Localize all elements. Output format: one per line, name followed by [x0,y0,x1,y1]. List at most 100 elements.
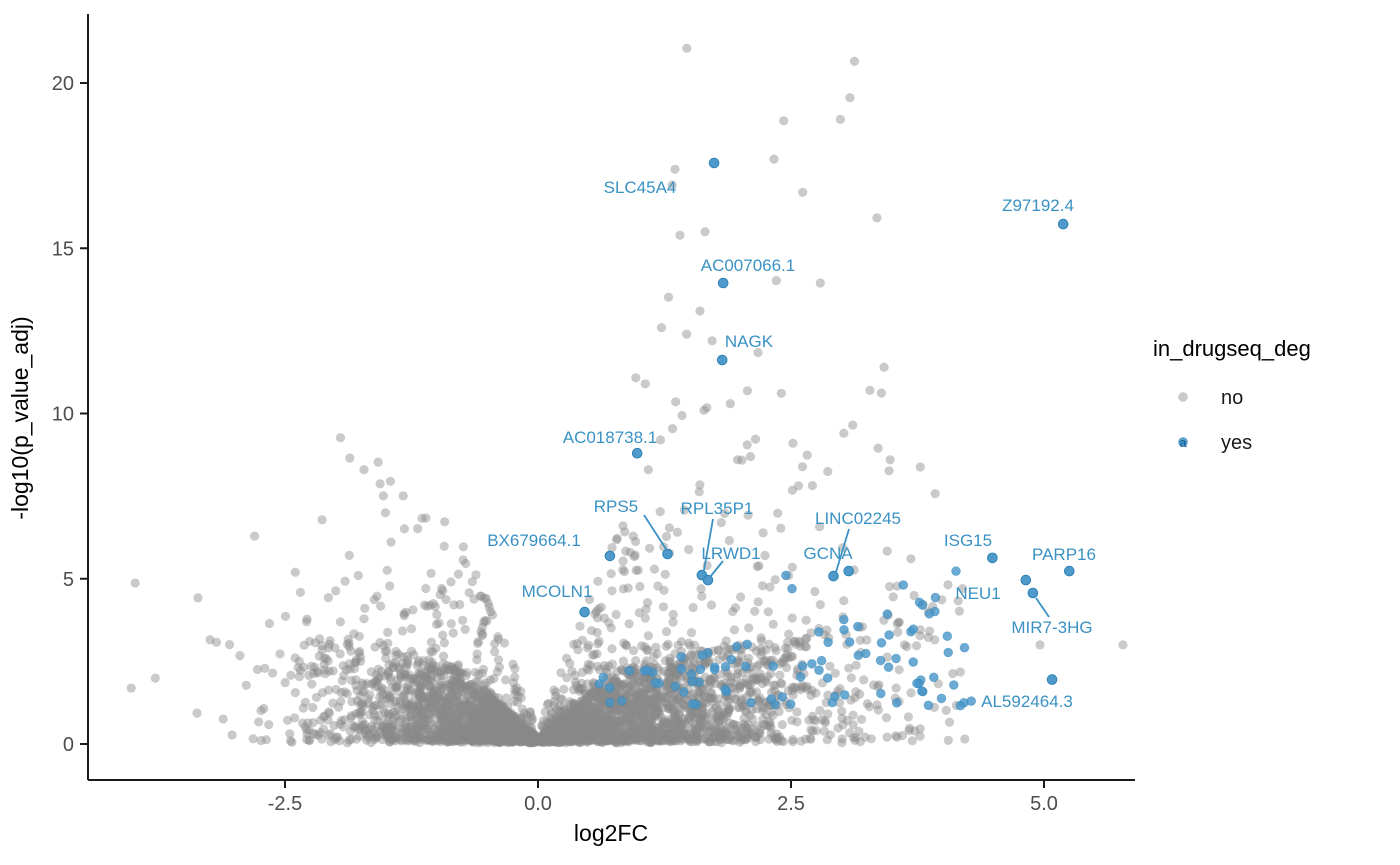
data-point-yes [823,637,833,648]
data-point-no [497,728,507,738]
data-point-no [537,735,547,745]
data-point-no [406,685,416,695]
data-point-no [538,731,549,741]
data-point-no [710,712,721,723]
data-point-no [513,734,523,745]
data-point-no [705,737,716,747]
data-point-no [420,600,430,610]
data-point-yes [839,690,850,700]
data-point-no [574,714,585,724]
data-point-no [540,736,550,746]
labeled-gene-point [1046,674,1058,685]
legend-label-yes: yes [1221,432,1252,454]
data-point-no [601,723,611,734]
data-point-no [567,666,577,676]
data-point-no [439,541,449,551]
data-point-no [486,708,496,719]
data-point-no [490,729,500,739]
data-point-no [378,689,388,700]
data-point-no [506,727,516,737]
data-point-no [424,655,434,665]
data-point-no [596,602,606,612]
data-point-no [925,626,935,636]
data-point-no [357,699,367,709]
data-point-no [531,732,541,742]
data-point-yes [936,693,947,704]
data-point-no [770,575,780,585]
data-point-no [623,731,633,741]
data-point-no [561,729,571,739]
data-point-no [501,675,511,685]
data-point-no [308,728,319,739]
labeled-gene-point [1027,587,1039,599]
data-point-no [406,624,417,634]
data-point-no [865,385,875,395]
data-point-no [623,728,633,739]
data-point-no [718,708,728,718]
data-point-no [499,638,509,648]
data-point-no [398,692,408,702]
data-point-no [758,528,768,538]
data-point-no [505,724,515,734]
data-point-no [329,721,339,731]
data-point-no [635,581,645,592]
data-point-no [311,692,321,703]
data-point-no [461,684,471,694]
gene-label: Z97192.4 [1002,196,1074,215]
data-point-no [576,721,586,732]
data-point-no [640,673,650,683]
data-point-no [485,701,495,711]
data-point-no [441,700,451,710]
data-point-no [416,670,426,680]
data-point-no [697,591,707,601]
data-point-no [401,607,411,617]
data-point-yes [813,627,824,637]
data-point-no [888,592,898,602]
data-point-no [499,736,509,747]
data-point-no [656,323,667,333]
data-point-no [428,660,438,670]
data-point-no [510,736,520,746]
data-point-yes [616,696,627,706]
data-point-no [524,732,534,742]
data-point-no [286,670,296,680]
data-point-no [476,705,486,715]
gene-label: BX679664.1 [487,531,581,550]
data-point-no [729,730,739,740]
data-point-no [695,306,705,316]
gene-label: GCNA [803,544,853,563]
data-point-no [475,714,485,724]
data-point-no [475,591,485,601]
data-point-no [374,673,384,683]
data-point-no [665,714,676,724]
data-point-no [453,729,463,739]
data-point-no [596,713,606,723]
data-point-no [565,717,576,727]
data-point-no [401,721,411,731]
data-point-no [512,683,522,693]
data-point-no [370,734,380,745]
data-point-no [643,465,653,475]
legend-label-no: no [1221,387,1243,409]
data-point-no [624,619,634,629]
data-point-no [756,644,766,654]
data-point-no [503,726,513,736]
legend-title: in_drugseq_deg [1153,336,1311,361]
data-point-no [506,718,517,728]
data-point-no [755,734,766,745]
data-point-no [429,735,439,746]
data-point-no [471,570,481,580]
data-point-no [517,728,527,738]
data-point-no [612,681,622,691]
data-point-no [510,734,520,744]
data-point-no [552,733,563,743]
data-point-no [334,736,345,746]
data-point-no [371,732,381,742]
data-point-no [707,336,717,346]
data-point-no [696,720,706,730]
data-point-no [891,731,901,741]
data-point-no [691,727,701,737]
data-point-no [616,710,626,720]
labeled-gene-point [828,570,839,582]
data-point-no [548,723,559,734]
